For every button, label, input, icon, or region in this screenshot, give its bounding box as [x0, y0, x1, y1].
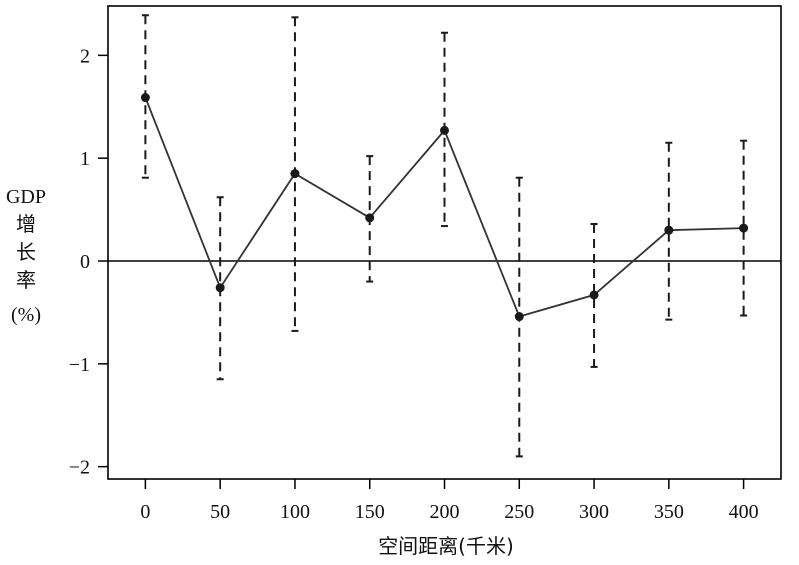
plot-area	[107, 5, 782, 480]
y-axis-label-part: (%)	[11, 304, 41, 326]
error-bars	[141, 14, 748, 458]
data-point	[290, 169, 300, 179]
x-axis-label: 空间距离(千米)	[378, 534, 514, 558]
x-tick-label: 200	[430, 501, 460, 523]
x-tick-label: 100	[280, 501, 310, 523]
data-point	[215, 283, 225, 293]
data-point	[589, 290, 599, 300]
y-tick-label: 0	[80, 251, 90, 273]
y-tick-label: −2	[69, 457, 90, 479]
data-point	[140, 93, 150, 103]
y-axis-label-part: 率	[16, 269, 36, 292]
data-point	[739, 223, 749, 233]
x-tick-label: 150	[355, 501, 385, 523]
y-tick-label: −1	[69, 354, 90, 376]
plot-frame	[107, 5, 782, 480]
data-point	[664, 225, 674, 235]
data-markers	[140, 93, 749, 322]
y-axis-ticks: 2 1 0 −1 −2	[69, 45, 108, 479]
data-point	[440, 125, 449, 135]
y-axis-label-part: 增	[16, 213, 36, 236]
data-point	[514, 312, 524, 322]
y-axis-label-part: 长	[16, 241, 36, 264]
data-point	[365, 213, 375, 223]
y-tick-label: 2	[80, 45, 90, 67]
x-tick-label: 250	[504, 501, 534, 523]
x-axis-ticks: 0 50 100 150 200 250 300 350 400	[140, 479, 759, 523]
x-tick-label: 400	[729, 501, 759, 523]
x-tick-label: 350	[654, 501, 684, 523]
x-tick-label: 50	[210, 501, 230, 523]
x-tick-label: 0	[140, 501, 150, 523]
y-tick-label: 1	[80, 148, 90, 170]
x-tick-label: 300	[579, 501, 609, 523]
y-axis-label-part: GDP	[6, 186, 46, 208]
y-axis-label: GDP 增长率 (%)	[6, 186, 46, 326]
